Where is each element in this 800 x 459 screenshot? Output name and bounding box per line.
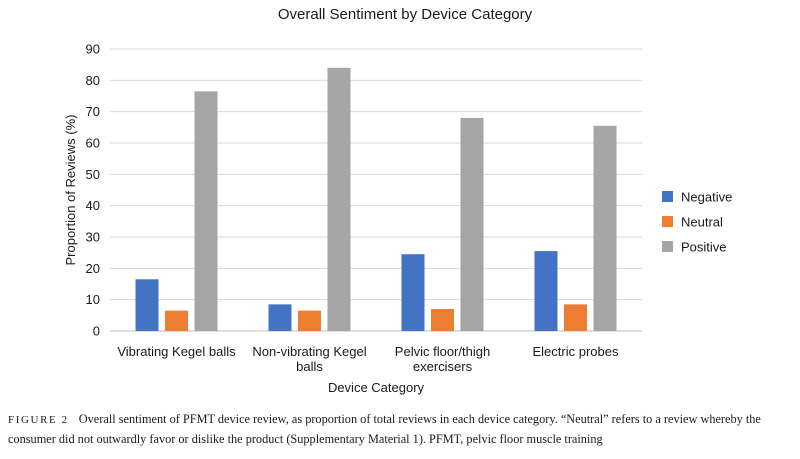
y-tick-label: 80 xyxy=(86,73,100,88)
gridlines xyxy=(110,48,642,332)
caption-text: Overall sentiment of PFMT device review,… xyxy=(8,412,761,446)
y-tick-label: 0 xyxy=(93,324,100,339)
bar-negative xyxy=(268,304,292,331)
bar-neutral xyxy=(298,310,321,331)
y-tick-label: 30 xyxy=(86,230,100,245)
legend-swatch-positive xyxy=(662,241,673,252)
legend-label-neutral: Neutral xyxy=(681,215,723,230)
bar-positive xyxy=(327,67,351,332)
y-tick-label: 60 xyxy=(86,136,100,151)
bars xyxy=(135,67,617,332)
y-tick-labels: 0 10 20 30 40 50 60 70 80 90 xyxy=(86,42,100,339)
legend: Negative Neutral Positive xyxy=(662,190,732,255)
legend-label-negative: Negative xyxy=(681,190,732,205)
y-tick-label: 20 xyxy=(86,261,100,276)
bar-negative xyxy=(401,254,425,331)
x-tick-label: Non-vibrating Kegel balls xyxy=(252,344,366,374)
bar-neutral xyxy=(431,309,454,331)
y-tick-label: 50 xyxy=(86,167,100,182)
x-tick-label: Pelvic floor/thigh exercisers xyxy=(395,344,490,374)
sentiment-bar-chart: Overall Sentiment by Device Category 0 10… xyxy=(63,6,732,395)
chart-title: Overall Sentiment by Device Category xyxy=(278,6,533,23)
bar-neutral xyxy=(564,304,587,331)
x-tick-label: Vibrating Kegel balls xyxy=(117,344,236,359)
legend-label-positive: Positive xyxy=(681,240,727,255)
y-axis-label: Proportion of Reviews (%) xyxy=(63,115,78,266)
y-tick-label: 90 xyxy=(86,42,100,57)
figure-caption: FIGURE 2 Overall sentiment of PFMT device… xyxy=(8,410,794,449)
bar-neutral xyxy=(165,310,188,331)
bar-negative xyxy=(534,251,558,331)
bar-positive xyxy=(194,91,218,331)
figure-label: FIGURE 2 xyxy=(8,414,69,426)
x-tick-label: Electric probes xyxy=(533,344,619,359)
legend-swatch-neutral xyxy=(662,216,673,227)
bar-negative xyxy=(135,279,159,331)
x-axis-label: Device Category xyxy=(328,380,425,395)
y-tick-label: 40 xyxy=(86,198,100,213)
legend-swatch-negative xyxy=(662,191,673,202)
y-tick-label: 10 xyxy=(86,292,100,307)
y-tick-label: 70 xyxy=(86,104,100,119)
bar-positive xyxy=(460,117,484,331)
bar-positive xyxy=(593,125,617,332)
x-tick-labels: Vibrating Kegel balls Non-vibrating Kegel… xyxy=(117,344,619,374)
